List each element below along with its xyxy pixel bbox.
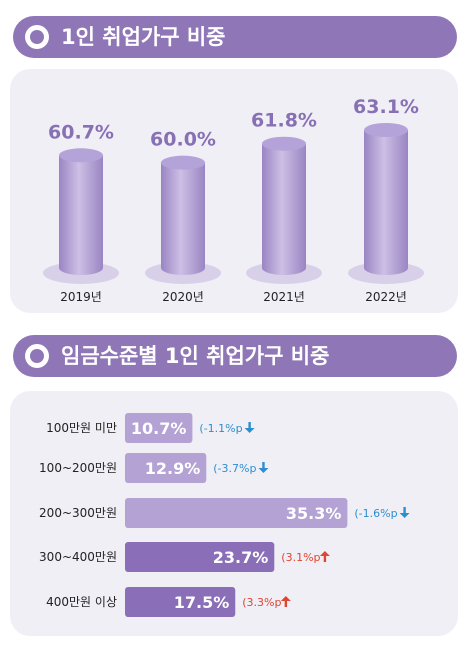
section2-title: 임금수준별 1인 취업가구 비중 xyxy=(61,344,330,368)
section1-header: 1인 취업가구 비중 xyxy=(13,16,457,58)
cylinder-top xyxy=(59,148,103,163)
hbar-category-label: 200~300만원 xyxy=(39,506,117,520)
cylinder-value-label: 61.8% xyxy=(251,110,317,132)
hbar-category-label: 400만원 이상 xyxy=(46,595,117,609)
hbar xyxy=(125,587,236,617)
arrow-up-icon xyxy=(280,596,291,607)
hbar-change-label: (-1.6%p xyxy=(354,507,397,520)
cylinder-value-label: 60.0% xyxy=(150,129,216,151)
cylinder-body xyxy=(59,155,103,275)
cylinder-body xyxy=(364,130,408,275)
hbar-change-label: (3.3%p xyxy=(242,596,281,609)
hbar-category-label: 100~200만원 xyxy=(39,461,117,475)
hbar-value-label: 17.5% xyxy=(174,593,230,612)
hbar xyxy=(125,498,348,528)
chart2-bars: 100만원 미만 10.7% (-1.1%p 100~200만원 12.9% (-3.7%… xyxy=(39,413,410,617)
cylinder-category-label: 2020년 xyxy=(162,290,204,304)
cylinder-value-label: 63.1% xyxy=(353,96,419,118)
cylinder-category-label: 2022년 xyxy=(365,290,407,304)
cylinder-bar-2: 61.8% 2021년 xyxy=(246,110,322,304)
circle-bullet-icon xyxy=(25,344,49,368)
cylinder-bar-1: 60.0% 2020년 xyxy=(145,129,221,304)
hbar-change-label: (-1.1%p xyxy=(199,422,242,435)
hbar-row-1: 100~200만원 12.9% (-3.7%p xyxy=(39,453,269,483)
hbar-change-label: (-3.7%p xyxy=(213,462,256,475)
arrow-up-icon xyxy=(319,551,330,562)
cylinder-bar-0: 60.7% 2019년 xyxy=(43,121,119,304)
cylinder-body xyxy=(262,143,306,275)
cylinder-top xyxy=(262,136,306,151)
arrow-down-icon xyxy=(258,462,269,473)
hbar-row-2: 200~300만원 35.3% (-1.6%p xyxy=(39,498,410,528)
hbar-value-label: 23.7% xyxy=(213,548,269,567)
section1-title: 1인 취업가구 비중 xyxy=(61,25,226,49)
hbar-category-label: 100만원 미만 xyxy=(46,421,117,435)
cylinder-bar-3: 63.1% 2022년 xyxy=(348,96,424,304)
circle-bullet-icon xyxy=(25,25,49,49)
hbar xyxy=(125,453,207,483)
hbar-value-label: 35.3% xyxy=(286,504,342,523)
cylinder-value-label: 60.7% xyxy=(48,121,114,143)
arrow-down-icon xyxy=(244,422,255,433)
cylinder-body xyxy=(161,162,205,275)
hbar-row-4: 400만원 이상 17.5% (3.3%p xyxy=(46,587,291,617)
cylinder-category-label: 2021년 xyxy=(263,290,305,304)
hbar xyxy=(125,542,275,572)
section2-header: 임금수준별 1인 취업가구 비중 xyxy=(13,335,457,377)
hbar-row-0: 100만원 미만 10.7% (-1.1%p xyxy=(46,413,255,443)
arrow-down-icon xyxy=(399,507,410,518)
hbar-category-label: 300~400만원 xyxy=(39,550,117,564)
hbar-value-label: 12.9% xyxy=(145,459,201,478)
cylinder-category-label: 2019년 xyxy=(60,290,102,304)
hbar-row-3: 300~400만원 23.7% (3.1%p xyxy=(39,542,330,572)
cylinder-top xyxy=(161,155,205,170)
hbar-change-label: (3.1%p xyxy=(281,551,320,564)
hbar-value-label: 10.7% xyxy=(131,419,187,438)
hbar xyxy=(125,413,193,443)
cylinder-top xyxy=(364,123,408,137)
chart1-cylinders: 60.7% 2019년 60.0% 2020년 61.8% 2021년 63.1% 2022년 xyxy=(43,96,424,304)
